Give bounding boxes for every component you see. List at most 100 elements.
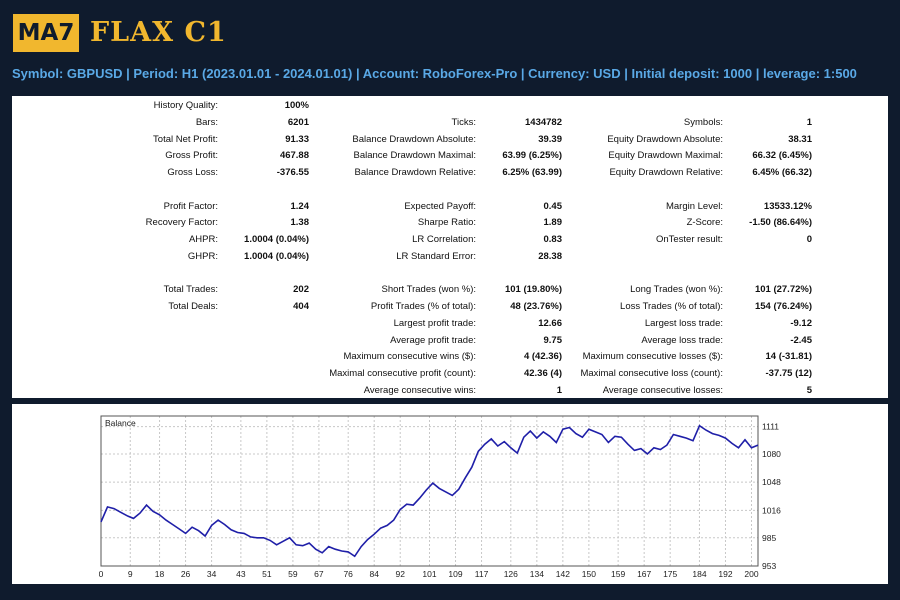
x-tick-label: 192 [718, 569, 732, 579]
x-tick-label: 109 [448, 569, 462, 579]
stat-row: Margin Level: 13533.12% [12, 201, 888, 215]
stat-label: Sharpe Ratio: [417, 217, 476, 229]
x-tick-label: 184 [692, 569, 706, 579]
x-tick-label: 67 [314, 569, 324, 579]
stat-row: History Quality: 100% [12, 100, 888, 114]
stat-row: Maximal consecutive loss (count): -37.75 … [12, 368, 888, 382]
stat-row: Maximum consecutive losses ($): 14 (-31.8… [12, 351, 888, 365]
x-tick-label: 34 [207, 569, 217, 579]
stat-label: Largest loss trade: [644, 317, 723, 329]
x-tick-label: 43 [236, 569, 246, 579]
stat-value: 9.75 [543, 334, 563, 346]
stat-value: 154 (76.24%) [754, 301, 812, 312]
stat-row: Equity Drawdown Absolute: 38.31 [12, 134, 888, 148]
stat-row: AHPR: 1.0004 (0.04%) [12, 234, 888, 248]
balance-chart-panel: Balance 0 9 18 26 34 43 51 59 67 76 84 92 101 109 117 1… [12, 404, 888, 584]
stat-value: 38.31 [788, 133, 812, 145]
x-tick-label: 159 [611, 569, 625, 579]
stat-label: OnTester result: [655, 234, 723, 245]
stat-label: Balance Drawdown Relative: [354, 167, 476, 178]
stat-value: 39.39 [538, 133, 562, 145]
stat-label: Profit Trades (% of total): [370, 301, 476, 312]
x-tick-label: 51 [262, 569, 272, 579]
stat-label: GHPR: [187, 250, 218, 262]
logo-title: FLAX C1 [90, 17, 227, 48]
plot-frame [100, 415, 759, 567]
stat-row: Long Trades (won %): 101 (27.72%) [12, 284, 888, 298]
logo-badge: MA7 [13, 14, 79, 52]
stat-label: Margin Level: [665, 200, 723, 212]
stat-value: -376.55 [276, 167, 309, 178]
stat-row: Sharpe Ratio: 1.89 [12, 217, 888, 231]
stat-label: Balance Drawdown Maximal: [353, 150, 477, 162]
stat-row: Gross Profit: 467.88 [12, 150, 888, 164]
balance-series-line [100, 424, 759, 558]
stat-row: Balance Drawdown Absolute: 39.39 [12, 134, 888, 148]
x-tick-label: 76 [343, 569, 353, 579]
stat-value: -37.75 (12) [765, 368, 812, 379]
stat-value: 6.45% (66.32) [752, 167, 812, 178]
stat-label: Loss Trades (% of total): [620, 301, 723, 312]
stat-row: Balance Drawdown Relative: 6.25% (63.99) [12, 167, 888, 181]
stat-row: Average loss trade: -2.45 [12, 335, 888, 349]
stats-report-panel: History Quality: 100% Bars: 6201 Total Net P… [12, 96, 888, 398]
stat-row: Recovery Factor: 1.38 [12, 217, 888, 231]
stat-label: History Quality: [153, 100, 218, 111]
stat-value: 42.36 (4) [523, 368, 562, 379]
stat-value: 14 (-31.81) [765, 351, 812, 363]
stat-label: Average profit trade: [390, 334, 476, 346]
stat-label: Maximal consecutive profit (count): [329, 368, 476, 379]
stat-label: Z-Score: [686, 217, 723, 229]
stat-value: 12.66 [538, 317, 562, 329]
stat-label: Bars: [195, 116, 218, 128]
stat-value: 6201 [287, 116, 309, 128]
stat-label: Average consecutive losses: [602, 384, 723, 396]
stat-label: Maximal consecutive loss (count): [580, 368, 723, 379]
y-tick-label: 1016 [762, 505, 781, 515]
stat-label: Symbols: [683, 116, 723, 128]
stat-row: Largest profit trade: 12.66 [12, 318, 888, 332]
y-tick-label: 985 [762, 533, 776, 543]
stat-row: LR Standard Error: 28.38 [12, 251, 888, 265]
stat-label: Gross Loss: [167, 167, 218, 178]
y-tick-label: 953 [762, 561, 776, 571]
x-tick-label: 117 [475, 569, 489, 579]
x-tick-label: 84 [369, 569, 379, 579]
stat-value: 6.25% (63.99) [502, 167, 562, 178]
x-tick-label: 175 [663, 569, 677, 579]
y-axis-ticks: 953 985 1016 1048 1080 1111 [762, 422, 781, 571]
x-tick-label: 101 [422, 569, 436, 579]
stat-row: GHPR: 1.0004 (0.04%) [12, 251, 888, 265]
stat-label: Expected Payoff: [404, 200, 476, 212]
stat-label: Maximum consecutive losses ($): [582, 351, 723, 363]
stat-row: Expected Payoff: 0.45 [12, 201, 888, 215]
stat-row: LR Correlation: 0.83 [12, 234, 888, 248]
stat-value: 28.38 [538, 250, 562, 262]
stat-row: Maximal consecutive profit (count): 42.36… [12, 368, 888, 382]
x-tick-label: 150 [582, 569, 596, 579]
stat-value: 48 (23.76%) [510, 301, 562, 312]
stat-row: Maximum consecutive wins ($): 4 (42.36) [12, 351, 888, 365]
stat-label: Total Trades: [163, 284, 218, 296]
stat-label: Average loss trade: [641, 334, 723, 346]
stat-row: Total Net Profit: 91.33 [12, 134, 888, 148]
stat-row: Ticks: 1434782 [12, 117, 888, 131]
stat-row: Bars: 6201 [12, 117, 888, 131]
stat-row: Equity Drawdown Relative: 6.45% (66.32) [12, 167, 888, 181]
x-tick-label: 92 [395, 569, 405, 579]
stat-label: Gross Profit: [165, 150, 218, 162]
stat-row: Loss Trades (% of total): 154 (76.24%) [12, 301, 888, 315]
stat-value: 1.0004 (0.04%) [244, 250, 309, 262]
y-tick-label: 1048 [762, 477, 781, 487]
stat-label: Short Trades (won %): [381, 284, 476, 296]
x-tick-label: 18 [155, 569, 165, 579]
stat-value: 101 (19.80%) [504, 284, 562, 296]
stat-label: LR Standard Error: [396, 250, 476, 262]
x-tick-label: 9 [128, 569, 133, 579]
stat-value: -2.45 [790, 334, 812, 346]
stat-label: AHPR: [188, 234, 218, 245]
test-info-line: Symbol: GBPUSD | Period: H1 (2023.01.01 … [12, 66, 857, 81]
stat-row: Largest loss trade: -9.12 [12, 318, 888, 332]
stat-row: OnTester result: 0 [12, 234, 888, 248]
stat-value: 0 [806, 234, 812, 245]
